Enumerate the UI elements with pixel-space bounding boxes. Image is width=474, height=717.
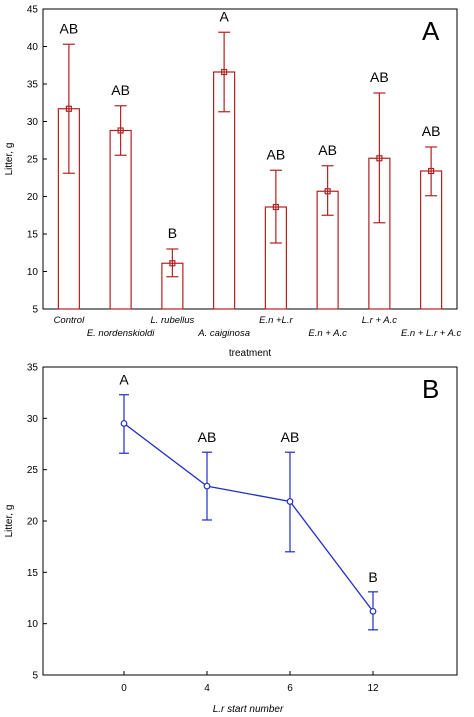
panel-a-mean-marker [221,68,228,76]
panel-b-plot-frame [42,366,458,676]
panel-b-y-tick-label: 25 [27,465,39,476]
panel-a-mean-marker [169,260,176,267]
panel-a-y-tick-label: 5 [32,305,38,316]
panel-a-plot-frame [42,8,458,310]
panel-b-point [286,498,294,505]
panel-a-significance-label: AB [318,142,337,158]
panel-b-y-tick-label: 20 [27,517,39,528]
panel-a-bar-chart: A Litter, g treatment 51015202530354045 … [4,5,462,360]
panel-a-y-tick-label: 10 [27,267,39,278]
panel-b-x-axis-label: L.r start number [213,704,284,715]
panel-b-y-tick-label: 5 [32,671,38,682]
panel-b-y-tick-label: 10 [27,619,39,630]
panel-b-point [120,420,128,427]
panel-a-y-tick-label: 25 [27,155,39,166]
panel-a-y-tick-label: 45 [27,5,39,16]
panel-b-x-tick-label: 6 [287,683,293,694]
panel-a-y-tick-label: 40 [27,42,39,53]
panel-b-y-tick-label: 15 [27,568,39,579]
panel-b-series: A AB AB B [119,372,378,631]
panel-a-category-label: E. nordenskioldi [87,328,155,339]
panel-b-point [369,607,377,615]
panel-b-line-chart: B Litter, g L.r start number 5 10 15 20 25 30… [4,363,458,715]
panel-a-category-label: A. caiginosa [197,328,250,339]
panel-a-y-tick-label: 20 [27,192,39,203]
panel-a-significance-label: A [219,8,229,24]
panel-a-mean-marker [428,167,435,175]
panel-a-significance-label: AB [422,123,441,139]
panel-b-x-ticks: 0 4 6 12 [121,671,379,694]
panel-a-category-label: L.r + A.c [362,315,398,326]
panel-a-mean-marker [324,188,331,195]
panel-a-label: A [422,16,440,46]
panel-a-significance-label: AB [370,69,389,85]
panel-b-x-tick-label: 12 [367,683,379,694]
panel-b-significance-label: B [368,569,377,585]
panel-b-x-tick-label: 4 [204,683,210,694]
panel-a-category-label: Control [54,315,86,326]
panel-a-category-label: E.n +L.r [259,315,293,326]
panel-a-category-label: E.n + A.c [308,328,347,339]
panel-a-significance-label: AB [60,20,79,36]
panel-a-significance-label: B [168,225,177,241]
panel-a-significance-label: AB [111,82,130,98]
panel-a-significance-label: AB [267,146,286,162]
panel-b-x-tick-label: 0 [121,683,127,694]
panel-b-significance-label: AB [198,429,217,445]
panel-a-mean-marker [117,127,124,134]
panel-a-bars: AB AB B A AB AB AB AB [57,8,443,310]
panel-a-mean-marker [376,155,383,162]
panel-a-y-tick-label: 30 [27,117,39,128]
panel-b-y-tick-label: 30 [27,414,39,425]
panel-b-y-axis-label: Litter, g [4,505,15,538]
panel-a-bar [109,129,132,310]
panel-b-y-ticks: 5 10 15 20 25 30 35 [27,363,47,682]
panel-a-y-ticks: 5 10 15 20 25 30 35 40 45 [27,5,47,316]
panel-a-y-tick-label: 35 [27,80,39,91]
panel-a-x-axis-label: treatment [229,348,271,359]
panel-a-mean-marker [65,105,72,112]
panel-a-y-tick-label: 15 [27,230,39,241]
panel-b-significance-label: AB [281,429,300,445]
panel-a-category-label: E.n + L.r + A.c [401,328,462,339]
panel-b-point [203,482,211,490]
panel-b-series-line [123,422,374,612]
panel-a-category-label: L. rubellus [150,315,194,326]
panel-a-mean-marker [272,203,279,211]
panel-b-y-tick-label: 35 [27,363,39,374]
panel-b-label: B [422,374,439,404]
panel-a-y-axis-label: Litter, g [4,143,15,176]
panel-b-significance-label: A [119,372,129,388]
